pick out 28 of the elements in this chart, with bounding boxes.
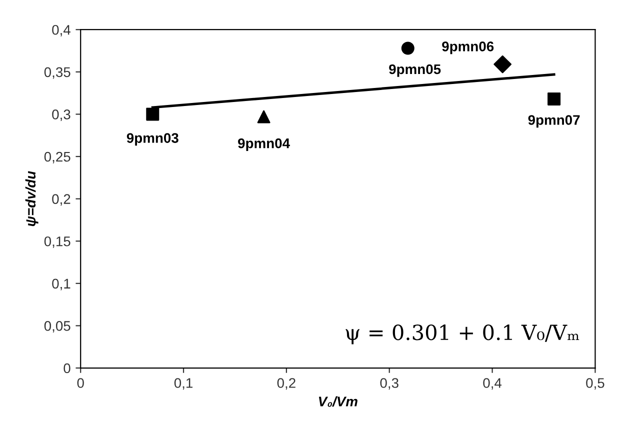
- point: [494, 55, 512, 74]
- x-tick-label: 0,5: [586, 378, 604, 390]
- series-label: 9pmn03: [126, 133, 178, 146]
- series-label: 9pmn07: [528, 115, 580, 128]
- series-label: 9pmn05: [389, 64, 441, 77]
- x-tick-label: 0,4: [483, 378, 502, 390]
- x-tick-label: 0: [77, 378, 84, 388]
- y-tick-label: 0,05: [44, 321, 70, 333]
- x-tick-label: 0,3: [380, 378, 398, 390]
- y-axis-title: ψ=dv/du: [25, 171, 38, 226]
- point: [257, 110, 270, 124]
- series-label: 9pmn04: [238, 138, 290, 151]
- point: [146, 108, 160, 121]
- x-tick-label: 0,2: [277, 378, 296, 390]
- annotation: ψ = 0.301 + 0.1 V₀/Vₘ: [346, 324, 580, 344]
- y-tick-label: 0,3: [52, 110, 70, 122]
- y-tick-label: 0,4: [52, 24, 70, 36]
- y-tick-label: 0,2: [52, 194, 70, 206]
- y-tick-label: 0: [64, 363, 70, 374]
- series-label: 9pmn06: [442, 42, 494, 54]
- x-axis-title: V₀/Vm: [318, 396, 358, 407]
- y-tick-label: 0,1: [52, 278, 70, 290]
- y-tick-label: 0,35: [44, 67, 70, 79]
- point: [548, 92, 561, 106]
- y-tick-label: 0,15: [44, 236, 70, 248]
- y-tick-label: 0,25: [44, 152, 70, 164]
- point: [401, 42, 414, 55]
- x-tick-label: 0,1: [174, 378, 192, 390]
